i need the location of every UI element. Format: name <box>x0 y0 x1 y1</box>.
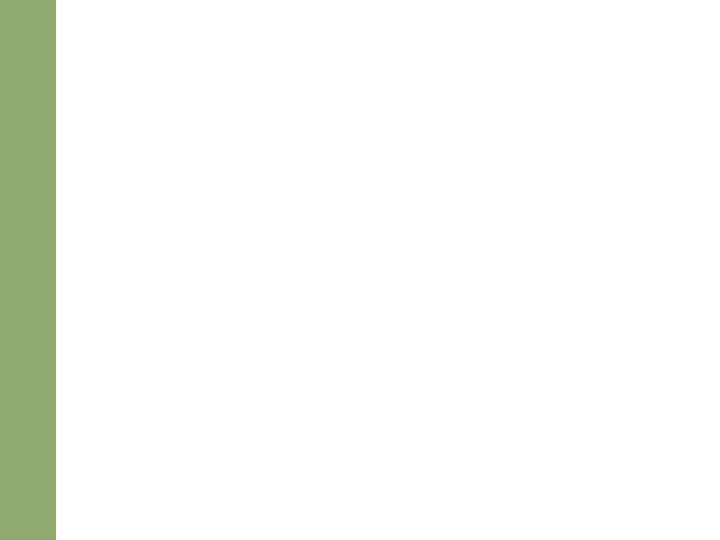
Text: Department of EECS: Department of EECS <box>60 518 174 528</box>
Text: $I_F$: $I_F$ <box>174 307 185 322</box>
Text: University of California, Berkeley: University of California, Berkeley <box>532 518 715 528</box>
Bar <box>175 160 320 260</box>
Text: $I_F = I_{ES}(e^{V_{BE}\,/\,V_{th}}-1)$: $I_F = I_{ES}(e^{V_{BE}\,/\,V_{th}}-1)$ <box>422 242 530 261</box>
Text: EECS 105 Fall 2003, Lecture 14: EECS 105 Fall 2003, Lecture 14 <box>60 10 222 20</box>
Text: B: B <box>62 268 71 281</box>
Text: $\alpha_F\,I_F$: $\alpha_F\,I_F$ <box>292 202 318 218</box>
Bar <box>175 260 320 370</box>
Text: $I_R$: $I_R$ <box>174 202 185 218</box>
Text: I: I <box>429 89 434 107</box>
Text: $I_C$: $I_C$ <box>252 116 264 131</box>
Bar <box>56 70 714 78</box>
Text: C: C <box>228 117 237 130</box>
Text: Building blocks:  diodes and: Building blocks: diodes and <box>30 89 289 107</box>
Text: Ebers-Moll Equivalent Circuit: Ebers-Moll Equivalent Circuit <box>139 30 661 62</box>
Text: Diode Currents:: Diode Currents: <box>422 218 533 231</box>
Text: I: I <box>318 89 323 107</box>
Text: Prof. A. Niknejad: Prof. A. Niknejad <box>629 10 715 20</box>
Polygon shape <box>243 285 287 345</box>
Text: $I_B$: $I_B$ <box>62 237 73 252</box>
Polygon shape <box>203 182 247 238</box>
Text: E: E <box>229 407 237 420</box>
Text: $I_R = I_{CS}(e^{V_{DC}\,/\,V_{th}}-1)$: $I_R = I_{CS}(e^{V_{DC}\,/\,V_{th}}-1)$ <box>422 270 533 289</box>
Text: sources: sources <box>438 89 513 107</box>
Polygon shape <box>243 180 287 240</box>
FancyBboxPatch shape <box>406 206 654 309</box>
Text: $I_E$: $I_E$ <box>252 407 264 422</box>
Text: -controlled: -controlled <box>327 89 429 107</box>
Text: $\alpha_R\,I_R$: $\alpha_R\,I_R$ <box>292 307 320 322</box>
Polygon shape <box>203 287 247 343</box>
